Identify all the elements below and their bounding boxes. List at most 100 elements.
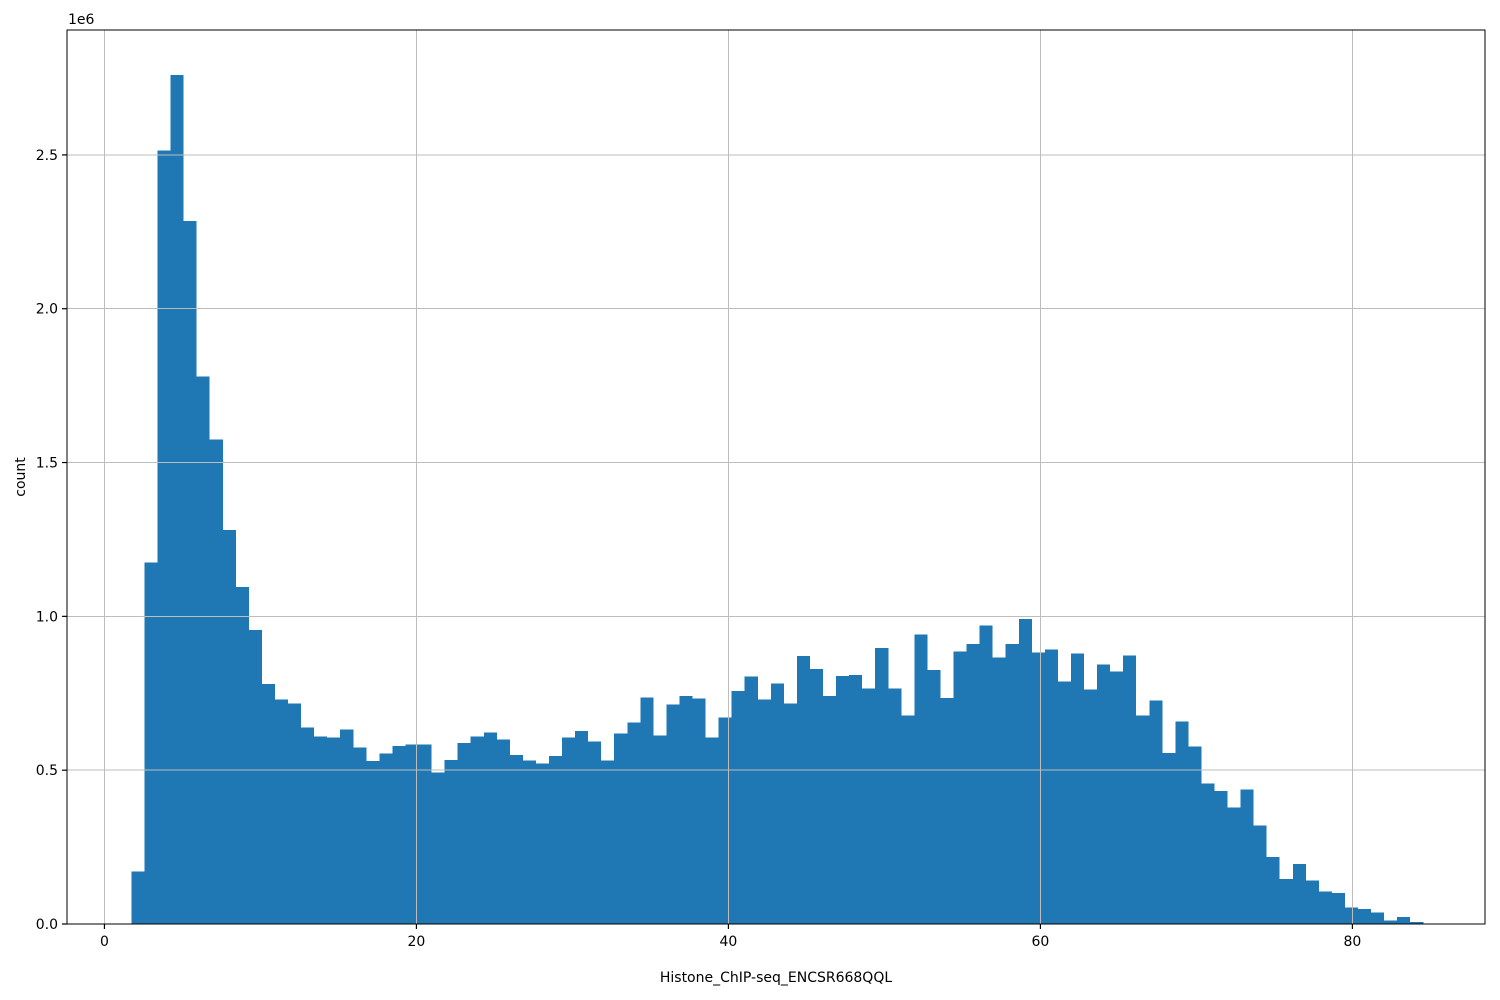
histogram-bar bbox=[1057, 681, 1071, 924]
histogram-bar bbox=[783, 703, 797, 924]
histogram-bar bbox=[666, 704, 680, 924]
histogram-bar bbox=[588, 741, 602, 924]
histogram-bar bbox=[183, 221, 197, 925]
histogram-bar bbox=[248, 630, 262, 924]
histogram-bar bbox=[705, 737, 719, 924]
histogram-bar bbox=[1162, 752, 1176, 924]
histogram-bar bbox=[1149, 700, 1163, 924]
histogram-bar bbox=[522, 760, 536, 924]
histogram-bar bbox=[196, 376, 210, 924]
histogram-bar bbox=[1175, 721, 1189, 924]
y-axis-offset-label: 1e6 bbox=[68, 12, 95, 28]
histogram-bar bbox=[914, 634, 928, 924]
y-tick-label: 1.5 bbox=[36, 456, 58, 472]
histogram-bar bbox=[1292, 864, 1306, 924]
histogram-bar bbox=[1371, 912, 1385, 924]
histogram-bar bbox=[131, 871, 145, 924]
histogram-bar bbox=[496, 739, 510, 924]
histogram-bar bbox=[457, 742, 471, 924]
x-axis-label: Histone_ChIP-seq_ENCSR668QQL bbox=[660, 970, 892, 986]
histogram-bar bbox=[549, 756, 563, 924]
histogram-bar bbox=[1227, 807, 1241, 924]
histogram-bar bbox=[1110, 671, 1124, 924]
plot-border bbox=[66, 29, 1486, 925]
histogram-bar bbox=[1005, 644, 1019, 924]
histogram-bar bbox=[966, 644, 980, 924]
histogram-bar bbox=[731, 691, 745, 924]
histogram-bar bbox=[1188, 746, 1202, 924]
x-tick-label: 60 bbox=[1031, 934, 1049, 950]
histogram-bar bbox=[483, 732, 497, 924]
y-axis-label: count bbox=[13, 457, 29, 497]
histogram-bar bbox=[405, 744, 419, 924]
histogram-bar bbox=[1410, 922, 1424, 924]
histogram-bar bbox=[1305, 880, 1319, 924]
histogram-bar bbox=[1253, 825, 1267, 924]
y-tick-label: 2.5 bbox=[36, 148, 58, 164]
histogram-bar bbox=[327, 737, 341, 924]
histogram-bar bbox=[640, 697, 654, 924]
histogram-bar bbox=[575, 730, 589, 924]
histogram-bar bbox=[340, 729, 354, 924]
histogram-bar bbox=[601, 760, 615, 924]
y-tick-label: 1.0 bbox=[36, 609, 58, 625]
histogram-bar bbox=[770, 683, 784, 924]
histogram-bar bbox=[470, 736, 484, 924]
histogram-bar bbox=[274, 699, 289, 924]
histogram-bar bbox=[888, 688, 902, 924]
histogram-bar bbox=[535, 763, 549, 924]
histogram-bar bbox=[1240, 789, 1254, 924]
x-tick-label: 40 bbox=[720, 934, 738, 950]
histogram-bar bbox=[901, 715, 915, 924]
histogram-bar bbox=[744, 676, 758, 924]
histogram-bar bbox=[1201, 783, 1215, 924]
histogram-bar bbox=[301, 727, 315, 924]
histogram-bar bbox=[1123, 655, 1137, 924]
histogram-bar bbox=[757, 699, 771, 924]
histogram-bar bbox=[379, 753, 393, 924]
histogram-bar bbox=[366, 760, 380, 924]
histogram-bar bbox=[627, 722, 641, 924]
histogram-bar bbox=[1136, 715, 1150, 924]
histogram-bar bbox=[979, 625, 993, 924]
histogram-bar bbox=[1031, 652, 1045, 924]
histogram-bar bbox=[1214, 790, 1228, 924]
histogram-bar bbox=[809, 668, 824, 924]
bars-layer bbox=[131, 74, 1424, 925]
histogram-bar bbox=[392, 745, 406, 924]
histogram-bar bbox=[144, 562, 158, 924]
histogram-bar bbox=[653, 735, 667, 924]
histogram-bar bbox=[209, 439, 223, 924]
histogram-bar bbox=[836, 676, 850, 924]
histogram-bar bbox=[353, 747, 367, 924]
histogram-bar bbox=[1318, 891, 1332, 924]
histogram-bar bbox=[1018, 619, 1032, 924]
histogram-bar bbox=[927, 670, 941, 924]
histogram-bar bbox=[562, 737, 576, 924]
histogram-bar bbox=[1044, 649, 1058, 924]
histogram-bar bbox=[314, 736, 328, 924]
y-tick-label: 0.5 bbox=[36, 763, 58, 779]
histogram-bar bbox=[862, 688, 876, 924]
histogram-bar bbox=[222, 530, 236, 924]
x-tick-label: 0 bbox=[100, 934, 109, 950]
y-tick-label: 2.0 bbox=[36, 302, 58, 318]
histogram-bar bbox=[1279, 879, 1293, 924]
histogram-bar bbox=[940, 698, 954, 924]
x-tick-label: 80 bbox=[1343, 934, 1361, 950]
histogram-bar bbox=[718, 717, 732, 924]
histogram-bar bbox=[444, 760, 458, 924]
histogram-bar bbox=[157, 150, 171, 925]
histogram-bar bbox=[992, 657, 1006, 924]
histogram-bar bbox=[431, 772, 445, 924]
histogram-bar bbox=[679, 696, 693, 924]
histogram-bar bbox=[1266, 857, 1280, 924]
histogram-bar bbox=[614, 733, 628, 924]
histogram-bar bbox=[1358, 909, 1372, 924]
histogram-bar bbox=[1331, 893, 1345, 924]
histogram-bar bbox=[509, 754, 523, 924]
histogram-bar bbox=[823, 696, 837, 924]
y-tick-label: 0.0 bbox=[36, 917, 58, 933]
